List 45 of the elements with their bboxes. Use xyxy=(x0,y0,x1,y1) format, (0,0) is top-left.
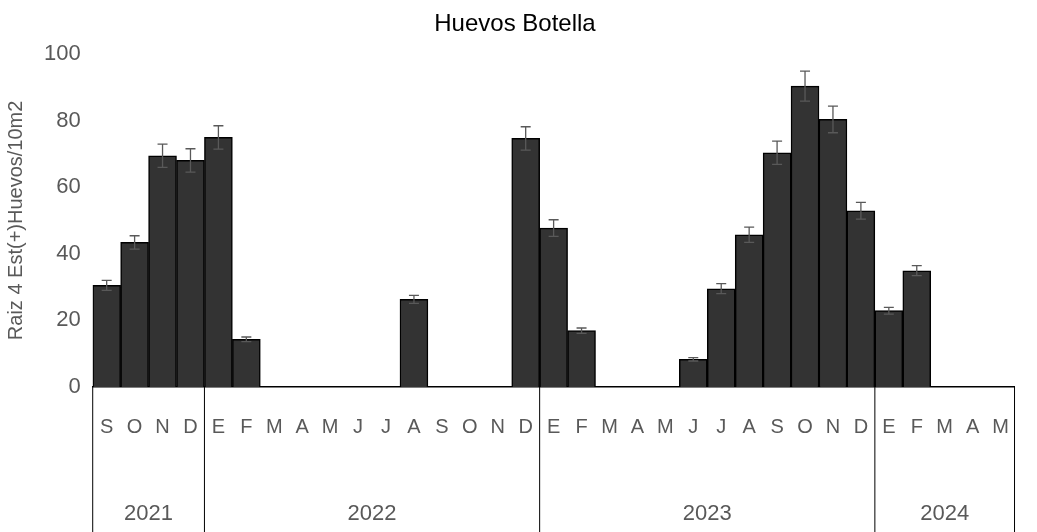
chart-title: Huevos Botella xyxy=(434,9,597,37)
x-tick-label: F xyxy=(240,414,253,437)
x-tick-label: O xyxy=(462,414,478,437)
x-tick-label: S xyxy=(770,414,784,437)
y-tick-label: 60 xyxy=(56,173,81,199)
x-tick-label: D xyxy=(518,414,533,437)
text: 2022 xyxy=(347,500,397,526)
x-tick-label: A xyxy=(965,414,980,437)
x-tick-label: J xyxy=(381,414,392,437)
x-tick-label: O xyxy=(126,414,143,437)
x-tick-label: M xyxy=(601,414,618,437)
y-axis-title: Raiz 4 Est(+)Huevos/10m2 xyxy=(3,100,26,341)
x-tick-label: O xyxy=(797,414,813,437)
x-tick-label: M xyxy=(321,414,339,437)
x-tick-label: E xyxy=(546,414,561,437)
x-tick-label: J xyxy=(688,414,699,437)
x-tick-label: J xyxy=(716,414,727,437)
y-tick-label: 20 xyxy=(56,306,81,332)
x-tick-label: E xyxy=(211,414,226,437)
x-tick-label: A xyxy=(630,414,645,437)
x-tick-label: E xyxy=(882,414,896,437)
x-tick-label: D xyxy=(853,414,869,437)
x-tick-label: F xyxy=(910,414,923,437)
text: 2024 xyxy=(920,500,970,526)
x-tick-label: F xyxy=(575,414,588,437)
x-tick-label: N xyxy=(155,414,170,437)
x-tick-label: M xyxy=(265,414,283,437)
x-tick-label: M xyxy=(936,414,954,437)
x-tick-label: A xyxy=(407,414,422,437)
y-tick-label: 40 xyxy=(56,239,81,265)
text: 2023 xyxy=(682,500,732,526)
x-tick-label: D xyxy=(183,414,198,437)
x-tick-label: S xyxy=(435,414,449,437)
y-tick-label: 0 xyxy=(68,373,81,399)
x-tick-label: M xyxy=(657,414,674,437)
x-tick-label: J xyxy=(353,414,364,437)
y-tick-label: 100 xyxy=(43,39,81,65)
x-tick-label: N xyxy=(490,414,505,437)
y-tick-label: 80 xyxy=(56,106,81,132)
x-tick-label: A xyxy=(742,414,757,437)
x-tick-label: N xyxy=(825,414,841,437)
x-tick-label: M xyxy=(992,414,1009,437)
x-tick-label: A xyxy=(295,414,310,437)
x-tick-label: S xyxy=(100,414,114,437)
text: 2021 xyxy=(124,500,174,526)
